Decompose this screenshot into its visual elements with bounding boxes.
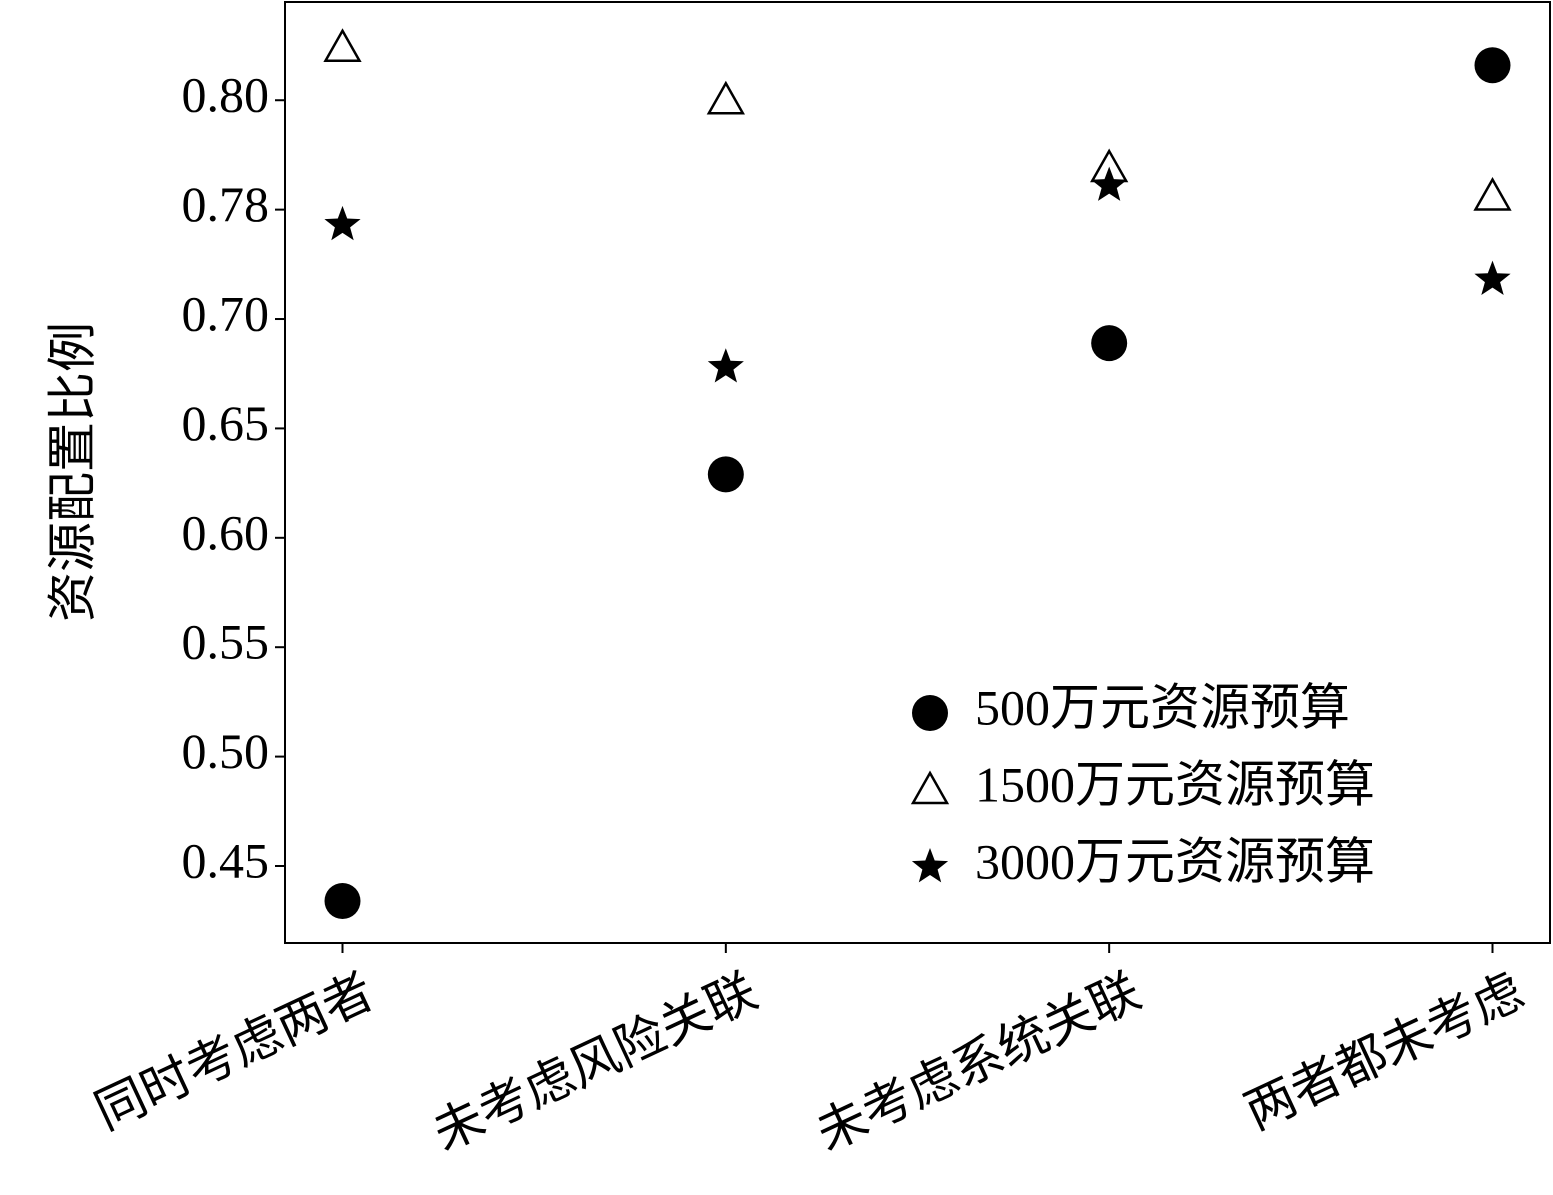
point [324,882,361,919]
x-tick-label: 两者都未考虑 [1236,963,1532,1141]
point [1473,176,1512,211]
y-tick-label: 0.80 [182,67,270,123]
y-tick-label: 0.50 [182,723,270,779]
point [323,28,362,62]
legend-marker [910,770,950,805]
y-tick-label: 0.45 [182,832,270,888]
point [707,348,744,383]
point [1091,166,1128,201]
y-tick-label: 0.65 [182,395,270,451]
y-tick-label: 0.60 [182,504,270,560]
legend-marker [912,695,948,731]
point [1474,260,1511,295]
x-tick-label: 未考虑系统关联 [808,963,1149,1162]
legend-label: 500万元资源预算 [975,679,1350,735]
x-tick-label: 未考虑风险关联 [424,963,765,1162]
legend-label: 3000万元资源预算 [975,833,1375,889]
legend-label: 1500万元资源预算 [975,756,1375,812]
point [706,80,745,115]
point [707,456,744,493]
y-tick-label: 0.70 [182,285,270,341]
x-tick-label: 同时考虑两者 [86,963,382,1141]
y-axis-label: 资源配置比例 [44,322,100,622]
y-tick-label: 0.55 [182,614,270,670]
y-tick-label: 0.78 [182,176,270,232]
legend-marker [911,848,949,883]
point [1474,47,1511,84]
plot-frame [284,1,1551,944]
point [1091,325,1128,362]
point [324,205,361,241]
